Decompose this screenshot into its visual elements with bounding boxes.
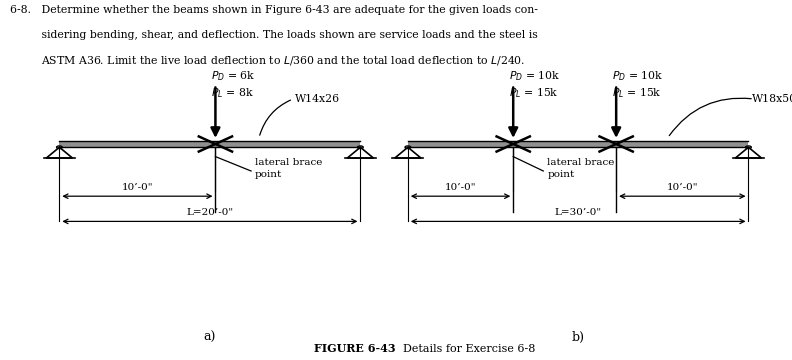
Text: sidering bending, shear, and deflection. The loads shown are service loads and t: sidering bending, shear, and deflection.… <box>10 30 537 40</box>
Text: $P_L$ = 15k: $P_L$ = 15k <box>612 86 662 100</box>
Text: ASTM A36. Limit the live load deflection to $L$/360 and the total load deflectio: ASTM A36. Limit the live load deflection… <box>10 54 525 67</box>
Text: b): b) <box>572 331 584 344</box>
Text: $P_L$ = 8k: $P_L$ = 8k <box>211 86 254 100</box>
Text: 10’-0": 10’-0" <box>122 183 153 192</box>
Text: lateral brace: lateral brace <box>547 158 615 167</box>
Text: point: point <box>547 170 574 179</box>
Text: lateral brace: lateral brace <box>255 158 322 167</box>
Text: FIGURE 6-43: FIGURE 6-43 <box>314 342 396 354</box>
Text: point: point <box>255 170 282 179</box>
Text: W14x26: W14x26 <box>295 94 340 104</box>
Text: Details for Exercise 6-8: Details for Exercise 6-8 <box>396 343 535 354</box>
Text: 6-8.   Determine whether the beams shown in Figure 6-43 are adequate for the giv: 6-8. Determine whether the beams shown i… <box>10 5 538 15</box>
Text: $P_D$ = 10k: $P_D$ = 10k <box>612 69 664 83</box>
Text: $P_D$ = 6k: $P_D$ = 6k <box>211 69 256 83</box>
Text: 10’-0": 10’-0" <box>445 183 476 192</box>
Text: W18x50: W18x50 <box>752 94 792 104</box>
Text: $P_L$ = 15k: $P_L$ = 15k <box>509 86 559 100</box>
Text: 10’-0": 10’-0" <box>667 183 698 192</box>
Text: $P_D$ = 10k: $P_D$ = 10k <box>509 69 561 83</box>
Text: L=30’-0": L=30’-0" <box>554 208 602 217</box>
Text: L=20’-0": L=20’-0" <box>186 208 234 217</box>
Bar <box>408 141 748 147</box>
Bar <box>59 141 360 147</box>
Text: a): a) <box>204 331 216 344</box>
